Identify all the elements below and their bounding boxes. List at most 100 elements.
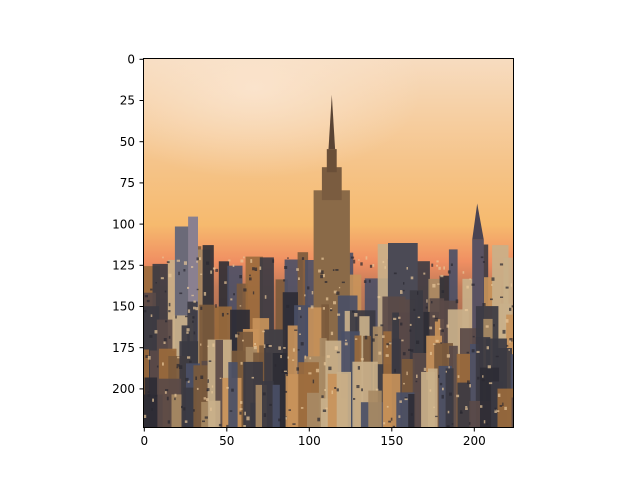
building [207, 379, 209, 383]
building [307, 286, 310, 290]
building [504, 406, 507, 410]
building [398, 415, 401, 418]
building [466, 285, 469, 289]
building [146, 299, 150, 303]
building [144, 377, 158, 428]
building [456, 394, 460, 398]
building [447, 270, 451, 274]
building [240, 259, 244, 263]
building [410, 349, 414, 352]
building [477, 376, 480, 380]
building [429, 351, 432, 355]
building [443, 266, 445, 270]
building [438, 266, 441, 270]
building [382, 373, 401, 428]
building [408, 394, 416, 428]
building [332, 269, 335, 271]
building [183, 269, 186, 272]
building [469, 278, 471, 281]
building [174, 397, 176, 401]
building [438, 374, 440, 378]
building [438, 327, 442, 330]
building [296, 367, 299, 371]
building [297, 349, 300, 351]
building [337, 313, 341, 316]
building [426, 299, 428, 303]
building [451, 423, 454, 425]
building [505, 319, 509, 323]
building [336, 291, 340, 295]
building [215, 339, 223, 428]
building [281, 369, 285, 373]
building [308, 372, 312, 375]
building [211, 385, 214, 388]
building [502, 329, 506, 334]
building [239, 408, 243, 410]
building [325, 407, 328, 410]
building [317, 417, 321, 422]
building [322, 307, 325, 310]
building [278, 418, 281, 422]
building [187, 356, 191, 359]
building [323, 362, 326, 366]
building [203, 397, 206, 400]
building [385, 354, 389, 357]
building [179, 365, 183, 369]
building [240, 361, 243, 365]
building [292, 348, 295, 352]
building [166, 396, 169, 401]
building [511, 397, 514, 428]
building [330, 331, 334, 336]
building [145, 355, 149, 358]
building [174, 393, 177, 397]
building [330, 308, 332, 310]
building [499, 263, 504, 266]
building [462, 271, 465, 274]
building [365, 256, 368, 260]
building [206, 398, 209, 402]
building [497, 393, 501, 397]
building [432, 343, 436, 345]
building [144, 295, 148, 298]
building [286, 373, 288, 377]
building [449, 392, 452, 396]
building [403, 382, 405, 385]
building [263, 413, 267, 417]
building [499, 405, 503, 407]
building [486, 346, 489, 350]
building [354, 313, 358, 317]
building [287, 257, 289, 259]
building [416, 340, 420, 344]
building [482, 303, 486, 307]
building [212, 343, 215, 347]
building [325, 297, 329, 301]
building [233, 293, 235, 296]
building [252, 291, 255, 295]
building [237, 332, 240, 335]
building [415, 380, 418, 383]
building [203, 292, 207, 296]
building [186, 331, 189, 334]
building [374, 334, 378, 336]
building [207, 345, 209, 347]
building [192, 316, 195, 319]
building [283, 347, 286, 349]
building [358, 259, 360, 261]
building [344, 342, 348, 346]
building [480, 405, 483, 408]
building [409, 329, 412, 332]
building [201, 401, 208, 428]
building [191, 266, 194, 268]
building [239, 411, 242, 415]
building [483, 420, 486, 424]
building [480, 256, 484, 259]
building [240, 401, 243, 404]
building [417, 291, 419, 295]
building [226, 386, 229, 389]
building [406, 267, 408, 270]
building [322, 274, 325, 278]
y-tick-label: 0 [127, 53, 135, 67]
building [375, 388, 379, 391]
building [196, 288, 199, 291]
building [364, 335, 368, 340]
